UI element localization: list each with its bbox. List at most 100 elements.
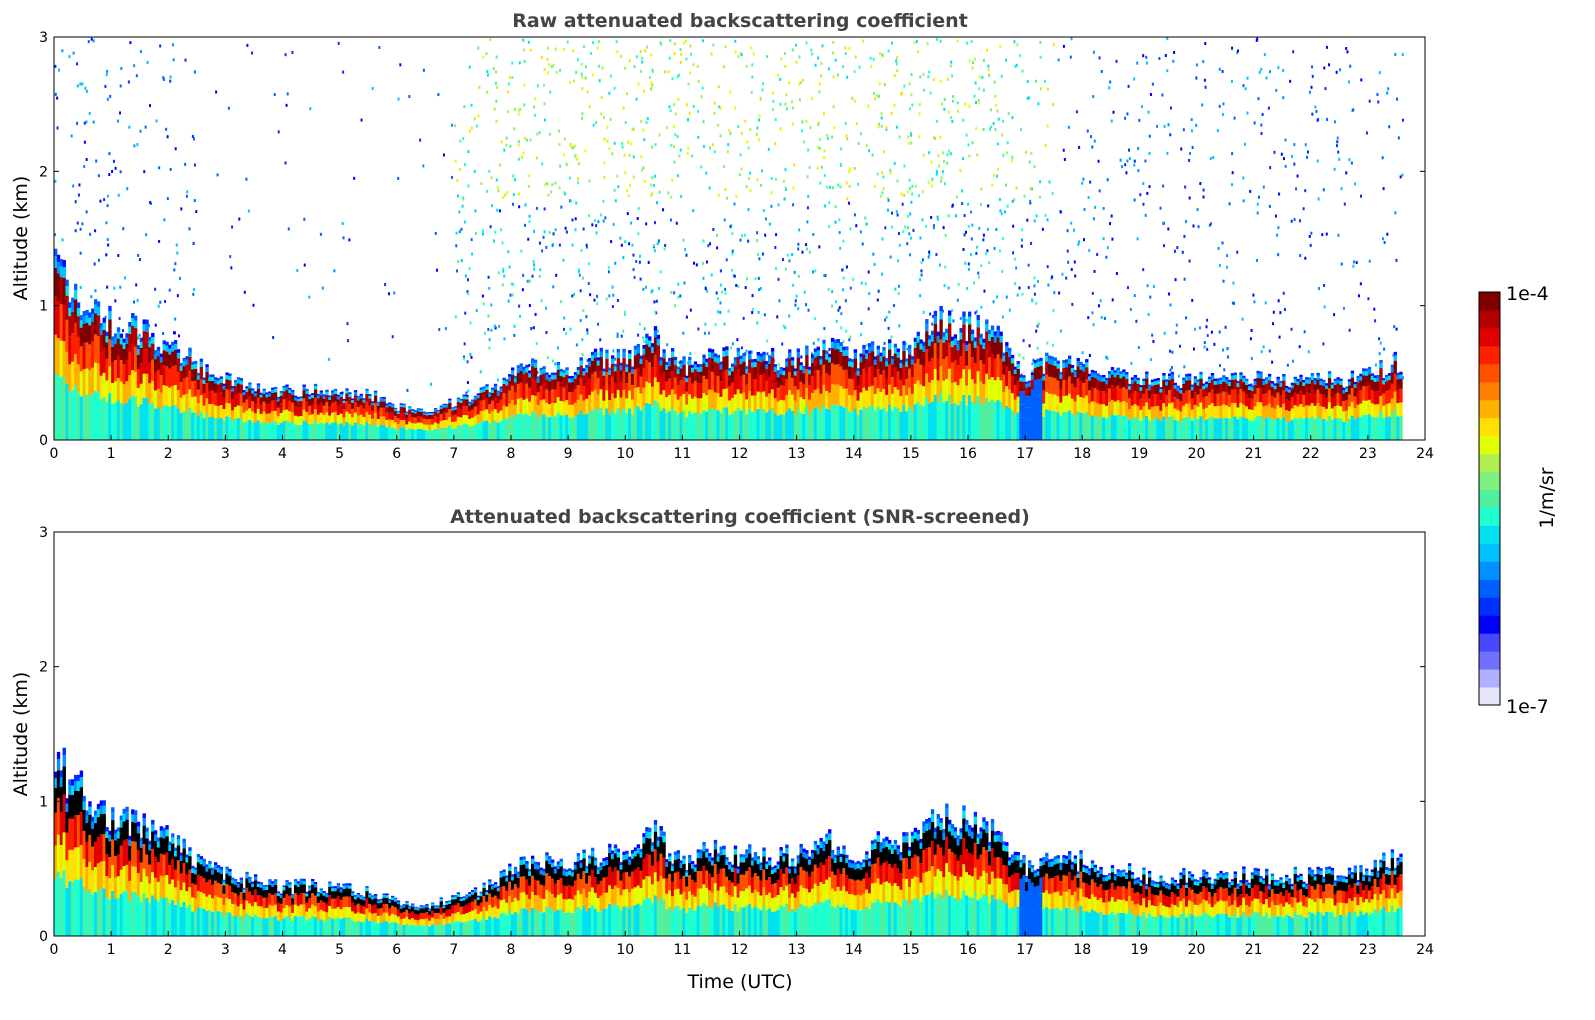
- heatmap-cell: [171, 351, 175, 367]
- noise-pixel: [817, 56, 820, 60]
- heatmap-cell: [959, 356, 963, 379]
- noise-pixel: [778, 299, 781, 303]
- noise-pixel: [1112, 110, 1115, 114]
- heatmap-cell: [696, 371, 701, 384]
- heatmap-cell: [1130, 418, 1135, 440]
- noise-pixel: [964, 102, 967, 106]
- noise-pixel: [1323, 66, 1326, 70]
- heatmap-cell: [622, 348, 626, 353]
- heatmap-cell: [1339, 406, 1343, 419]
- noise-pixel: [1066, 249, 1069, 253]
- noise-pixel: [1171, 350, 1174, 354]
- heatmap-cell: [142, 373, 146, 398]
- noise-pixel: [1298, 345, 1301, 349]
- noise-pixel: [1001, 236, 1004, 240]
- heatmap-cell: [588, 366, 592, 379]
- noise-pixel: [909, 107, 912, 111]
- noise-pixel: [215, 90, 218, 94]
- heatmap-cell: [173, 343, 178, 350]
- noise-pixel: [864, 282, 867, 286]
- heatmap-cell: [1327, 402, 1332, 416]
- heatmap-cell: [850, 395, 855, 412]
- noise-pixel: [660, 42, 663, 46]
- heatmap-cell: [1342, 388, 1346, 391]
- heatmap-cell: [1333, 406, 1337, 419]
- heatmap-cell: [1345, 410, 1349, 422]
- noise-pixel: [550, 65, 553, 69]
- noise-pixel: [522, 38, 525, 42]
- noise-pixel: [505, 143, 508, 147]
- heatmap-cell: [1013, 384, 1018, 400]
- heatmap-cell: [459, 398, 463, 401]
- noise-pixel: [651, 68, 654, 72]
- heatmap-cell: [1156, 378, 1160, 381]
- noise-pixel: [1255, 38, 1258, 42]
- heatmap-cell: [765, 396, 769, 413]
- heatmap-cell: [616, 352, 621, 359]
- heatmap-cell: [825, 354, 829, 360]
- heatmap-cell: [488, 394, 492, 397]
- heatmap-cell: [1147, 384, 1152, 387]
- noise-pixel: [1314, 105, 1317, 109]
- heatmap-cell: [708, 352, 712, 358]
- heatmap-cell: [136, 345, 141, 350]
- heatmap-cell: [156, 350, 161, 357]
- heatmap-cell: [1305, 383, 1309, 393]
- heatmap-cell: [448, 417, 452, 426]
- noise-pixel: [755, 132, 758, 136]
- heatmap-cell: [696, 367, 701, 372]
- heatmap-cell: [131, 370, 135, 396]
- heatmap-cell: [453, 409, 458, 415]
- noise-pixel: [842, 340, 845, 344]
- heatmap-cell: [131, 325, 135, 345]
- noise-pixel: [853, 213, 856, 217]
- heatmap-cell: [1176, 399, 1180, 411]
- noise-pixel: [464, 163, 467, 167]
- noise-pixel: [56, 96, 59, 100]
- heatmap-cell: [550, 372, 555, 376]
- noise-pixel: [994, 94, 997, 98]
- noise-pixel: [971, 141, 974, 145]
- noise-pixel: [697, 327, 700, 331]
- heatmap-cell: [982, 342, 986, 349]
- heatmap-cell: [1302, 385, 1306, 395]
- noise-pixel: [581, 75, 584, 79]
- heatmap-cell: [790, 357, 795, 361]
- heatmap-cell: [1027, 407, 1032, 420]
- heatmap-cell: [639, 393, 643, 411]
- noise-pixel: [558, 186, 561, 190]
- heatmap-cell: [973, 347, 978, 364]
- heatmap-cell: [1093, 373, 1098, 378]
- heatmap-cell: [1099, 377, 1103, 382]
- heatmap-cell: [105, 336, 109, 343]
- heatmap-cell: [176, 349, 181, 353]
- heatmap-cell: [1325, 383, 1329, 386]
- noise-pixel: [1378, 352, 1381, 356]
- heatmap-cell: [151, 402, 155, 440]
- heatmap-cell: [1187, 376, 1192, 381]
- heatmap-cell: [1287, 421, 1292, 440]
- heatmap-cell: [179, 397, 184, 414]
- noise-pixel: [719, 301, 722, 305]
- noise-pixel: [549, 90, 552, 94]
- heatmap-cell: [759, 356, 763, 363]
- heatmap-cell: [433, 408, 438, 410]
- heatmap-cell: [319, 402, 323, 413]
- noise-pixel: [580, 248, 583, 252]
- noise-pixel: [904, 225, 907, 229]
- heatmap-cell: [122, 348, 126, 364]
- heatmap-cell: [1319, 406, 1323, 419]
- noise-pixel: [1096, 253, 1099, 257]
- noise-pixel: [976, 153, 979, 157]
- noise-pixel: [1233, 116, 1236, 120]
- heatmap-cell: [673, 394, 678, 411]
- heatmap-cell: [1013, 373, 1018, 385]
- heatmap-cell: [139, 347, 144, 364]
- heatmap-cell: [1205, 383, 1209, 388]
- heatmap-cell: [105, 402, 109, 440]
- heatmap-cell: [496, 422, 501, 440]
- noise-pixel: [341, 222, 344, 226]
- heatmap-cell: [333, 393, 338, 402]
- heatmap-cell: [602, 375, 606, 387]
- noise-pixel: [87, 40, 90, 44]
